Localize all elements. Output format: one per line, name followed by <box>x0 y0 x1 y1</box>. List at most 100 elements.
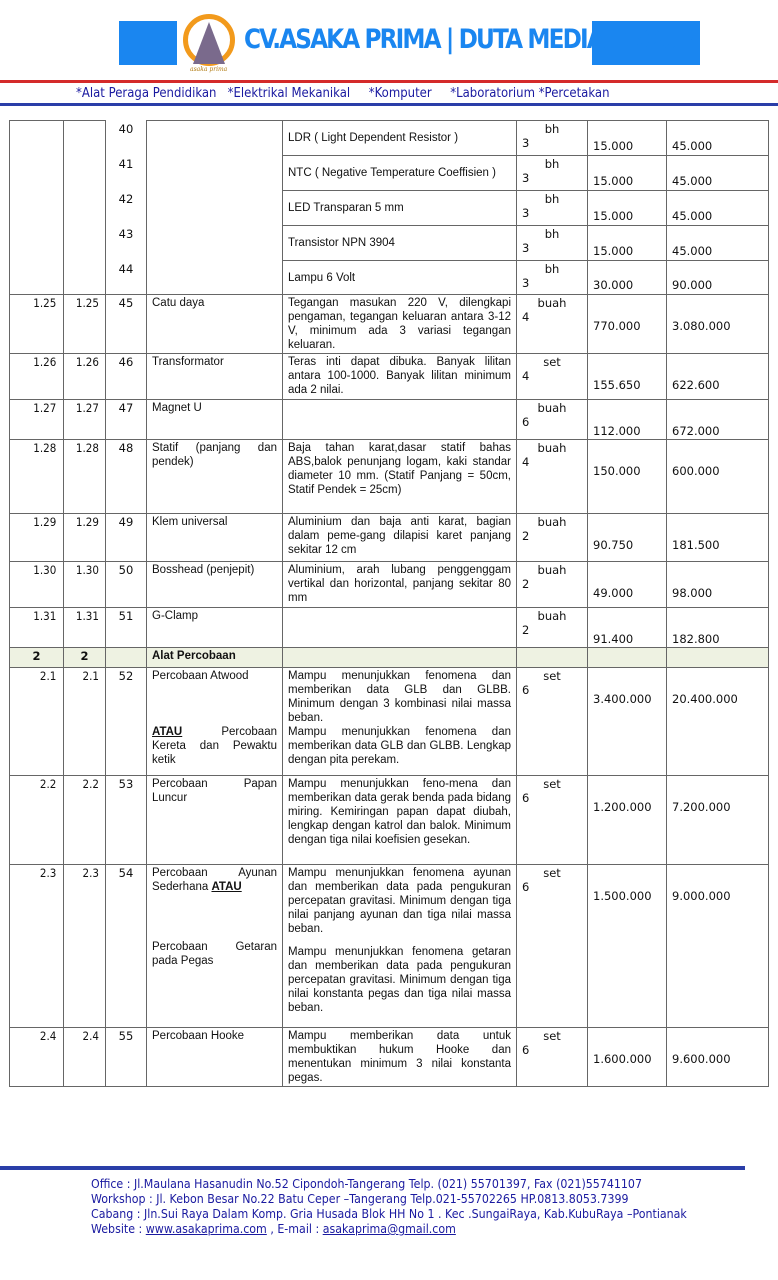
quantity: 6 <box>522 683 530 697</box>
spec: Aluminium, arah lubang penggenggam verti… <box>282 561 517 608</box>
qty-cell: bh 3 <box>516 190 588 226</box>
number-text: 1.30 <box>32 563 56 577</box>
spec-text: Baja tahan karat,dasar statif bahas ABS,… <box>288 442 511 496</box>
total: 622.600 <box>666 353 769 400</box>
number: 1.29 <box>11 513 62 562</box>
spec <box>282 399 517 440</box>
spec-alt-text: Mampu menunjukkan fenomena dan memberika… <box>288 726 511 766</box>
table-row: 1.25 1.25 45 Catu daya Tegangan masukan 220 … <box>10 294 769 354</box>
cell <box>516 647 588 668</box>
quantity: 3 <box>522 136 530 150</box>
company-name: CV.ASAKA PRIMA | DUTA MEDIA GROUP <box>244 24 694 55</box>
total-text: 181.500 <box>672 538 720 552</box>
item-name: Percobaan Papan Luncur <box>146 775 283 865</box>
spec: Mampu menunjukkan fenomena dan memberika… <box>282 667 517 776</box>
item-name: G-Clamp <box>146 607 283 648</box>
quantity: 6 <box>522 880 530 894</box>
section-title-text: Alat Percobaan <box>152 650 236 662</box>
quantity: 2 <box>522 623 530 637</box>
item-table: 40 LDR ( Light Dependent Resistor ) bh 3 15.… <box>9 120 769 1087</box>
price-text: 15.000 <box>593 244 634 258</box>
spec-text: Mampu menunjukkan feno-mena dan memberik… <box>288 778 511 846</box>
header-blue-block-left <box>119 21 177 65</box>
number: 1.31 <box>11 607 62 648</box>
contact-line: Website : www.asakaprima.com , E-mail : … <box>91 1222 687 1237</box>
qty-cell: bh 3 <box>516 155 588 191</box>
total: 672.000 <box>666 399 769 440</box>
price: 30.000 <box>587 260 667 295</box>
total-text: 622.600 <box>672 378 720 392</box>
logo-triangle-icon <box>193 22 225 64</box>
total: 20.400.000 <box>666 667 769 776</box>
item-name: Percobaan Atwood ATAU Percobaan Kereta da… <box>146 667 283 776</box>
table-row: 43 Transistor NPN 3904 bh 3 15.000 45.000 <box>10 225 769 261</box>
total: 181.500 <box>666 513 769 562</box>
divider <box>0 1166 745 1170</box>
quantity: 4 <box>522 455 530 469</box>
or-label: ATAU <box>211 881 242 893</box>
qty-cell: set 6 <box>516 1027 588 1087</box>
price-text: 15.000 <box>593 174 634 188</box>
number-text: 1.31 <box>32 609 56 623</box>
item-number: 48 <box>105 439 147 514</box>
quantity: 6 <box>522 415 530 429</box>
price-text: 112.000 <box>593 424 641 438</box>
number-text: 1.28 <box>32 441 56 455</box>
spec-text: LDR ( Light Dependent Resistor ) <box>288 132 459 144</box>
unit: bh <box>544 262 560 276</box>
total-text: 45.000 <box>672 209 713 223</box>
item-name-text: Statif (panjang dan pendek) <box>152 442 277 468</box>
quantity: 2 <box>522 529 530 543</box>
sub-number-text: 2.1 <box>81 669 99 683</box>
price-text: 90.750 <box>593 538 634 552</box>
section-sub-number: 2 <box>63 647 106 668</box>
quantity: 2 <box>522 577 530 591</box>
cell <box>282 647 517 668</box>
cell <box>587 647 667 668</box>
sub-number: 1.28 <box>65 439 104 514</box>
spec-alt-text: Mampu menunjukkan fenomena getaran dan m… <box>288 946 511 1014</box>
qty-cell: bh 3 <box>516 225 588 261</box>
quantity: 3 <box>522 276 530 290</box>
price: 150.000 <box>587 439 667 514</box>
number-text: 2.3 <box>39 866 56 880</box>
item-name-text: G-Clamp <box>152 610 199 622</box>
cell <box>63 120 106 295</box>
unit: bh <box>544 192 560 206</box>
table-row: 2.2 2.2 53 Percobaan Papan Luncur Mampu menu… <box>10 775 769 865</box>
sub-number-text: 1.27 <box>75 401 99 415</box>
qty-cell: bh 3 <box>516 120 588 156</box>
price: 1.600.000 <box>587 1027 667 1087</box>
total: 45.000 <box>666 155 769 191</box>
spec: Mampu menunjukkan feno-mena dan memberik… <box>282 775 517 865</box>
table-row: 1.26 1.26 46 Transformator Teras inti dapat … <box>10 353 769 400</box>
table-row: 44 Lampu 6 Volt bh 3 30.000 90.000 <box>10 260 769 295</box>
table-row: 1.29 1.29 49 Klem universal Aluminium dan ba… <box>10 513 769 562</box>
quantity: 4 <box>522 369 530 383</box>
item-number: 52 <box>105 667 147 776</box>
total-text: 45.000 <box>672 139 713 153</box>
cell <box>105 647 147 668</box>
total-text: 672.000 <box>672 424 720 438</box>
item-name: Magnet U <box>146 399 283 440</box>
unit: set <box>543 1029 561 1043</box>
total-text: 9.600.000 <box>672 1052 731 1066</box>
email-label: , E-mail : <box>266 1222 323 1236</box>
price: 90.750 <box>587 513 667 562</box>
header-blue-block-right <box>592 21 700 65</box>
price: 155.650 <box>587 353 667 400</box>
website-link[interactable]: www.asakaprima.com <box>145 1222 267 1236</box>
item-name-alt: Percobaan Kereta dan Pewaktu ketik <box>152 726 277 766</box>
number: 1.30 <box>11 561 62 608</box>
sub-number-text: 1.29 <box>75 515 99 529</box>
or-label: ATAU <box>152 726 183 738</box>
total: 9.000.000 <box>666 864 769 1028</box>
unit: buah <box>537 401 567 415</box>
sub-number: 2.1 <box>65 667 104 776</box>
spec-text: Aluminium, arah lubang penggenggam verti… <box>288 564 511 604</box>
total: 98.000 <box>666 561 769 608</box>
spec: Transistor NPN 3904 <box>282 225 517 261</box>
unit: buah <box>537 296 567 310</box>
email-link[interactable]: asakaprima@gmail.com <box>322 1222 456 1236</box>
table-row: 1.28 1.28 48 Statif (panjang dan pendek) Baj… <box>10 439 769 514</box>
